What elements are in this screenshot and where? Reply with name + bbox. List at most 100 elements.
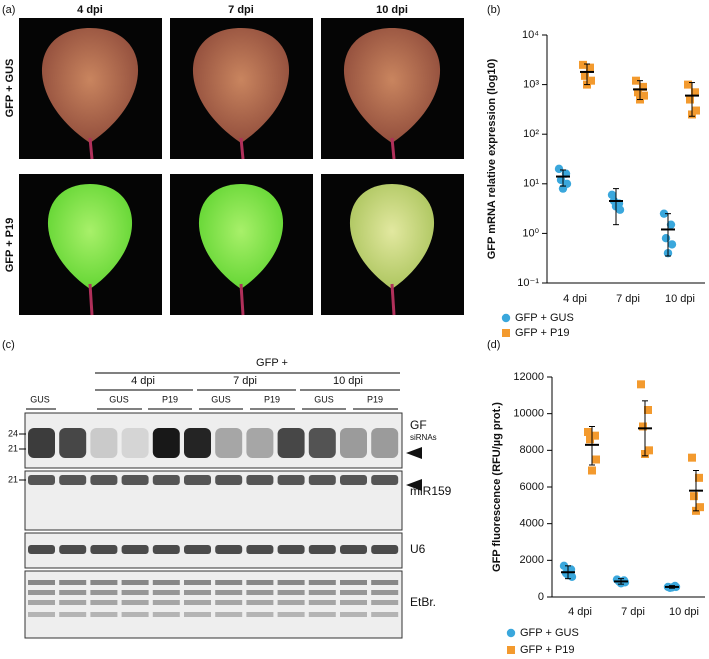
band [246, 612, 274, 617]
band [28, 545, 55, 554]
leaf [198, 184, 284, 289]
band [277, 600, 305, 605]
band [152, 580, 180, 585]
blot-label: U6 [410, 542, 426, 556]
y-tick-label: 2000 [520, 554, 544, 566]
band [184, 590, 211, 595]
band [215, 590, 243, 595]
band [152, 428, 180, 458]
band [371, 590, 399, 595]
column-header: 7 dpi [228, 4, 254, 16]
band [340, 590, 367, 595]
band [215, 475, 243, 485]
blot-label: EtBr. [410, 595, 436, 609]
band [371, 545, 399, 554]
blot-label: GF [410, 418, 427, 432]
y-axis-label: GFP mRNA relative expression (log10) [486, 58, 498, 259]
band [308, 590, 336, 595]
band [184, 545, 211, 554]
band [184, 475, 211, 485]
leaf [349, 184, 435, 289]
panel-label: (a) [2, 4, 15, 16]
x-tick-label: 10 dpi [665, 293, 695, 305]
lane-labels: GUS GUS P19 GUS P19 GUS P19 [30, 394, 383, 404]
blots [24, 412, 403, 639]
band [340, 475, 367, 485]
band [308, 475, 336, 485]
y-axis-label: GFP fluorescence (RFU/µg prot.) [491, 402, 503, 572]
band [277, 428, 305, 458]
band [152, 590, 180, 595]
band [28, 580, 55, 585]
leaf [192, 28, 290, 143]
data-point [559, 561, 569, 571]
band [121, 545, 149, 554]
row-label: GFP + P19 [4, 218, 16, 273]
y-tick-label: 10¹ [523, 178, 539, 190]
data-point [584, 428, 592, 436]
data-point [690, 492, 698, 501]
band [184, 612, 211, 617]
band [28, 475, 55, 485]
y-tick-label: 10³ [523, 79, 539, 91]
band [371, 428, 399, 458]
band [371, 580, 399, 585]
x-tick-label: 7 dpi [616, 293, 640, 305]
data-point [666, 220, 676, 229]
timepoint: 10 dpi [333, 375, 363, 387]
band [246, 590, 274, 595]
band [90, 545, 118, 554]
data-point [637, 380, 645, 389]
data-point [661, 234, 671, 243]
legend-swatch [502, 329, 510, 337]
band [121, 428, 149, 458]
x-tick-label: 4 dpi [568, 606, 592, 618]
arrowheads [406, 447, 422, 491]
blot [24, 470, 403, 531]
column-header: 4 dpi [77, 4, 103, 16]
x-tick-label: 7 dpi [621, 606, 645, 618]
band [340, 600, 367, 605]
band [277, 545, 305, 554]
data-point [586, 63, 594, 72]
band [277, 590, 305, 595]
band [59, 428, 87, 458]
band [90, 428, 118, 458]
band [246, 580, 274, 585]
band [59, 475, 87, 485]
band [90, 600, 118, 605]
band [308, 545, 336, 554]
band [152, 475, 180, 485]
band [90, 475, 118, 485]
band [215, 580, 243, 585]
data-point [644, 406, 652, 414]
brackets [26, 389, 400, 410]
band [152, 545, 180, 554]
panel-label: (d) [487, 339, 500, 351]
band [215, 600, 243, 605]
band [246, 600, 274, 605]
timepoint: 4 dpi [131, 375, 155, 387]
leaf [41, 28, 139, 143]
lane-label: P19 [264, 394, 280, 404]
band [277, 475, 305, 485]
petiole [390, 137, 396, 160]
band [184, 428, 211, 458]
y-tick-label: 10000 [513, 408, 544, 420]
data-point [688, 453, 696, 462]
marker-ticks [19, 433, 26, 481]
timepoint: 7 dpi [233, 375, 257, 387]
legend-label: GFP + P19 [515, 327, 570, 339]
band [340, 428, 367, 458]
band [371, 600, 399, 605]
y-tick-label: 12000 [513, 371, 544, 383]
lane-label: GUS [314, 394, 334, 404]
blot [24, 532, 403, 569]
x-tick-label: 4 dpi [563, 293, 587, 305]
data-point [639, 422, 647, 431]
size-marker: 21 [8, 443, 18, 453]
band [215, 428, 243, 458]
band [59, 590, 87, 595]
band [90, 590, 118, 595]
